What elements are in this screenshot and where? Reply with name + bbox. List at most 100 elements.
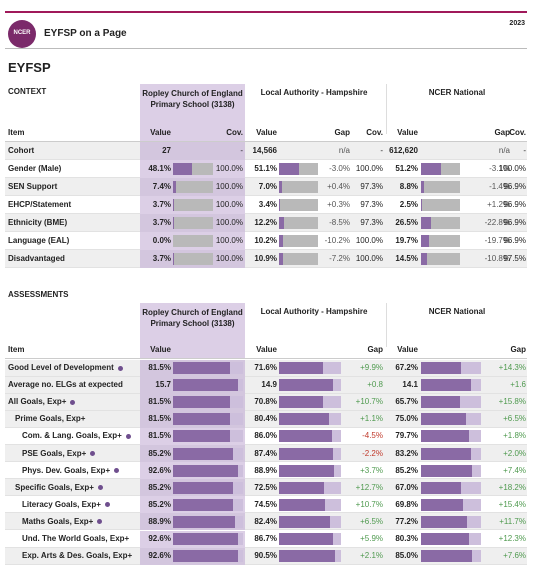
header-rule — [5, 358, 527, 359]
row-bg — [5, 445, 527, 462]
school-bar — [173, 413, 231, 426]
school-bar — [173, 379, 238, 392]
page-title: EYFSP — [8, 60, 51, 75]
header-rule — [5, 48, 527, 49]
section-title: CONTEXT — [8, 87, 47, 96]
nat-value: 77.2% — [395, 516, 418, 526]
dot-icon — [104, 502, 110, 508]
nat-gap: +1.8% — [503, 431, 526, 441]
nat-bar — [421, 379, 471, 392]
nat-bar — [421, 362, 462, 374]
row-label: Prime Goals, Exp+ — [15, 414, 86, 424]
la-cov: 97.3% — [360, 218, 383, 227]
la-bar — [279, 464, 335, 477]
la-gap: -8.5% — [329, 218, 350, 227]
col-cov: Cov. — [226, 128, 243, 137]
row-bg — [5, 547, 527, 565]
la-cov: 100.0% — [355, 164, 383, 173]
nat-bar — [421, 163, 441, 175]
la-gap: +2.1% — [360, 551, 383, 561]
nat-gap: +12.3% — [498, 534, 526, 543]
nat-value: 85.2% — [395, 465, 418, 475]
nat-cov: 96.9% — [503, 236, 526, 245]
school-bar — [173, 550, 238, 563]
header-rule — [5, 141, 527, 142]
nat-value: 14.1 — [402, 380, 418, 390]
la-bar — [279, 379, 334, 392]
school-bar — [173, 163, 193, 175]
col-gap: Gap — [510, 345, 526, 354]
school-value: 85.2% — [148, 499, 171, 509]
la-value: 86.7% — [254, 534, 277, 543]
row-bg — [5, 462, 527, 480]
school-bar-track — [173, 199, 213, 211]
la-value: 10.9% — [254, 254, 277, 263]
row-label: All Goals, Exp+ — [8, 397, 67, 407]
school-cov: - — [240, 146, 243, 155]
nat-bar — [421, 396, 461, 409]
nat-value: 612,620 — [389, 146, 418, 155]
school-value: 92.6% — [148, 465, 171, 475]
la-header: Local Authority - Hampshire — [260, 88, 368, 97]
school-header-bg — [140, 303, 245, 359]
nat-bar — [421, 181, 425, 193]
nat-gap: -10.8% — [484, 254, 510, 263]
nat-value: 79.7% — [395, 431, 418, 441]
la-value: 70.8% — [254, 397, 277, 407]
nat-cov: 100.0% — [498, 164, 526, 173]
col-item: Item — [8, 345, 25, 354]
la-cov: - — [380, 146, 383, 155]
nat-bar — [421, 481, 462, 494]
nat-gap: -22.8% — [484, 218, 510, 227]
row-bg — [5, 496, 527, 514]
row-label: Specific Goals, Exp+ — [15, 482, 94, 492]
la-gap: +9.9% — [360, 363, 383, 372]
la-gap: -3.0% — [329, 164, 350, 173]
school-value: 3.7% — [152, 200, 171, 209]
nat-bar — [421, 498, 463, 511]
row-bg — [5, 178, 527, 196]
school-cov: 100.0% — [215, 218, 243, 227]
la-gap: -10.2% — [324, 236, 350, 245]
nat-bar-track — [421, 235, 460, 247]
school-bar — [173, 464, 238, 477]
nat-bar — [421, 253, 427, 265]
school-bar — [173, 181, 176, 193]
row-label: PSE Goals, Exp+ — [22, 448, 87, 458]
nat-bar-track — [421, 199, 460, 211]
la-gap: +10.7% — [355, 499, 383, 509]
la-bar — [279, 163, 299, 175]
school-bar — [173, 217, 175, 229]
nat-bar — [421, 464, 473, 477]
school-bar-track — [173, 253, 213, 265]
la-bar — [279, 550, 336, 563]
la-value: 72.5% — [254, 482, 277, 492]
la-value: 90.5% — [254, 551, 277, 561]
la-cov: 100.0% — [355, 236, 383, 245]
nat-bar — [421, 533, 470, 545]
school-value: 81.5% — [148, 397, 171, 407]
nat-gap: +7.6% — [503, 551, 526, 561]
nat-gap: -19.7% — [484, 236, 510, 245]
nat-bar-track — [421, 253, 460, 265]
nat-gap: +1.2% — [487, 200, 510, 209]
la-value: 3.4% — [258, 200, 277, 209]
nat-cov: - — [523, 146, 526, 155]
nat-header: NCER National — [428, 307, 486, 316]
la-bar — [279, 199, 281, 211]
nat-bar — [421, 413, 466, 426]
school-bar — [173, 362, 231, 374]
col-value: Value — [397, 345, 418, 354]
logo — [8, 20, 36, 48]
la-bar — [279, 481, 324, 494]
dot-icon — [125, 433, 131, 439]
la-value: 82.4% — [254, 516, 277, 526]
la-value: 10.2% — [254, 236, 277, 245]
nat-gap: -3.1% — [489, 164, 510, 173]
la-bar-track — [279, 253, 318, 265]
school-value: 3.7% — [152, 254, 171, 263]
nat-value: 83.2% — [395, 448, 418, 458]
school-cov: 100.0% — [215, 200, 243, 209]
logo-text: NCER — [13, 30, 31, 36]
